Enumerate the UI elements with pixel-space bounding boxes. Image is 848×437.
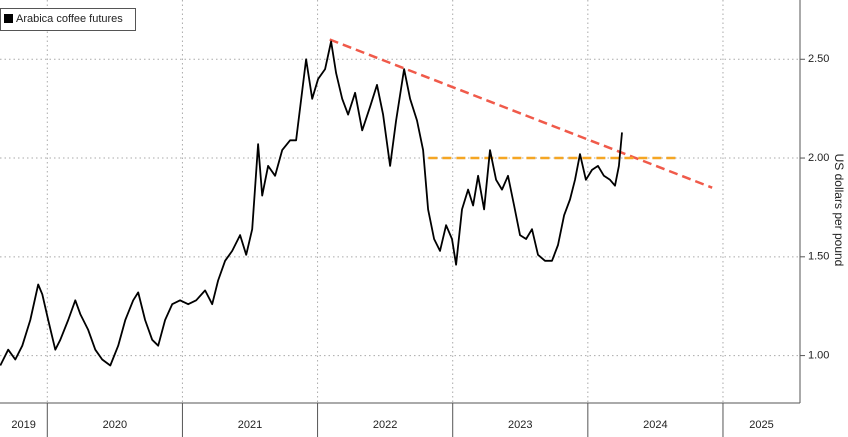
legend: Arabica coffee futures (0, 8, 136, 31)
y-axis-title: US dollars per pound (832, 154, 846, 267)
x-tick-label: 2024 (643, 419, 667, 431)
x-tick-label: 2025 (749, 419, 773, 431)
x-tick-label: 2020 (103, 419, 127, 431)
trend-line (329, 38, 713, 189)
legend-box (0, 8, 136, 31)
legend-swatch (4, 14, 13, 23)
x-tick-label: 2023 (508, 419, 532, 431)
x-tick-label: 2021 (238, 419, 262, 431)
line-series (0, 40, 623, 367)
legend-label: Arabica coffee futures (16, 13, 123, 25)
x-tick-label: 2022 (373, 419, 397, 431)
y-tick-label: 1.00 (808, 349, 829, 361)
y-tick-label: 1.50 (808, 251, 829, 263)
y-tick-label: 2.50 (808, 53, 829, 65)
x-tick-label: 2019 (11, 419, 35, 431)
y-tick-label: 2.00 (808, 152, 829, 164)
